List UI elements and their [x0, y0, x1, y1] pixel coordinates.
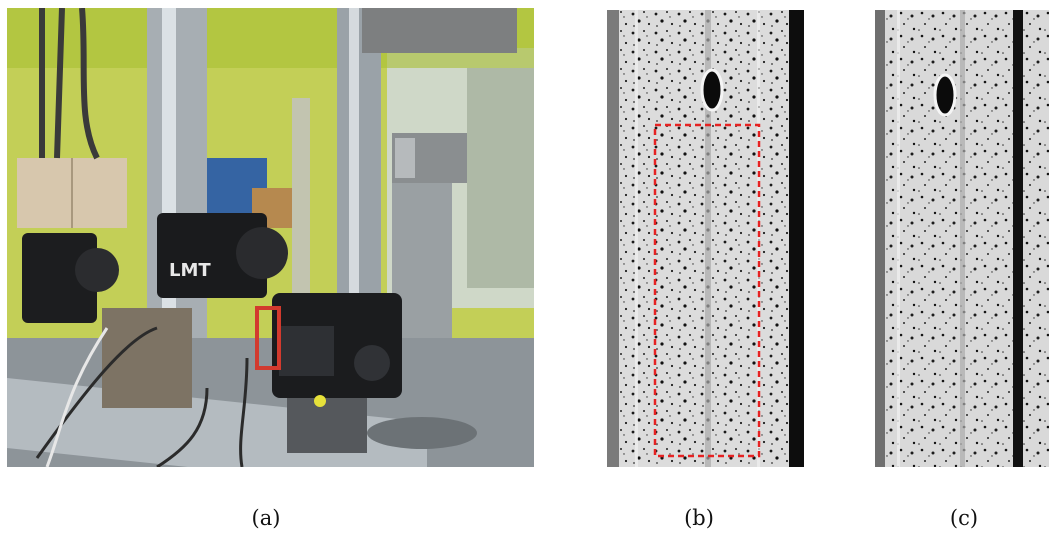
caption-c: (c) — [949, 506, 979, 530]
photo-b-speckle-roi — [607, 10, 804, 467]
roi-dashed-box — [653, 123, 761, 458]
speckle-pattern — [885, 10, 1049, 467]
specimen-edge-left — [875, 10, 885, 467]
camera-brand-label: LMT — [169, 260, 211, 281]
camera-left — [22, 233, 97, 323]
photo-c-illustration — [875, 10, 1049, 467]
caption-a: (a) — [251, 506, 281, 530]
photo-a-illustration: LMT — [7, 8, 534, 467]
camera-center — [157, 213, 267, 298]
photo-c-speckle — [875, 10, 1049, 467]
photo-a-test-setup: LMT — [7, 8, 534, 467]
specimen-hole — [700, 68, 724, 112]
specimen-edge-left — [607, 10, 619, 467]
upper-platen — [362, 8, 517, 53]
caption-b: (b) — [684, 506, 714, 530]
specimen-groove — [1013, 10, 1023, 467]
photo-b-illustration — [607, 10, 804, 467]
specimen-hole — [933, 73, 957, 117]
